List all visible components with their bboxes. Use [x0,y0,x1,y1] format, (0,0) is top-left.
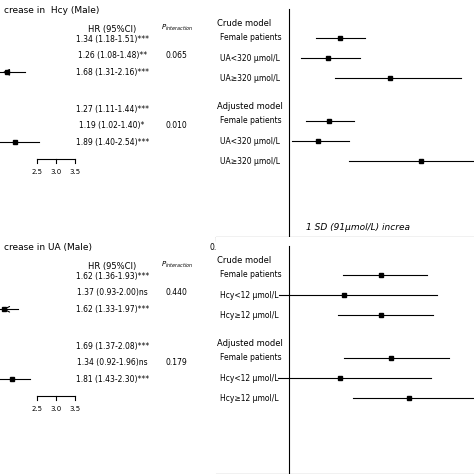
Text: Crude model: Crude model [217,256,272,265]
Text: 0.010: 0.010 [166,121,188,130]
Text: 2.5: 2.5 [32,407,43,412]
Text: 1.26 (1.08-1.48)**: 1.26 (1.08-1.48)** [78,51,147,60]
Text: 1.89 (1.40-2.54)***: 1.89 (1.40-2.54)*** [75,138,149,146]
Text: 1.62 (1.36-1.93)***: 1.62 (1.36-1.93)*** [75,272,149,281]
Text: 3.0: 3.0 [50,407,62,412]
Text: UA<320 μmol/L: UA<320 μmol/L [220,137,280,146]
Text: 1.27 (1.11-1.44)***: 1.27 (1.11-1.44)*** [76,105,149,113]
Text: 0.440: 0.440 [166,288,188,297]
Text: 1.62 (1.33-1.97)***: 1.62 (1.33-1.97)*** [75,305,149,314]
Text: UA≥320 μmol/L: UA≥320 μmol/L [220,157,280,165]
Text: UA<320 μmol/L: UA<320 μmol/L [220,54,280,63]
Text: HR (95%CI): HR (95%CI) [88,25,136,34]
Text: 1.69 (1.37-2.08)***: 1.69 (1.37-2.08)*** [75,342,149,350]
Text: 1.34 (0.92-1.96)ns: 1.34 (0.92-1.96)ns [77,358,147,367]
Text: Hcy≥12 μmol/L: Hcy≥12 μmol/L [220,311,279,319]
Text: Hcy<12 μmol/L: Hcy<12 μmol/L [220,291,279,300]
Text: 2.5: 2.5 [32,170,43,175]
Text: Female patients: Female patients [220,34,282,42]
Text: Hcy<12 μmol/L: Hcy<12 μmol/L [220,374,279,383]
Text: Female patients: Female patients [220,117,282,125]
Text: 3.5: 3.5 [69,407,80,412]
Text: 1.34 (1.18-1.51)***: 1.34 (1.18-1.51)*** [76,35,149,44]
Text: 3.5: 3.5 [69,170,80,175]
Text: Female patients: Female patients [220,271,282,279]
Text: 0.179: 0.179 [166,358,188,367]
Text: $P_{interaction}$: $P_{interaction}$ [161,260,193,270]
Text: HR (95%CI): HR (95%CI) [88,262,136,271]
Text: Adjusted model: Adjusted model [217,102,283,111]
Text: crease in UA (Male): crease in UA (Male) [4,243,92,252]
Text: crease in  Hcy (Male): crease in Hcy (Male) [4,6,100,15]
Text: 1 SD (91μmol/L) increa: 1 SD (91μmol/L) increa [306,223,410,232]
Text: 1.68 (1.31-2.16)***: 1.68 (1.31-2.16)*** [76,68,149,77]
Text: 3.0: 3.0 [50,170,62,175]
Text: 1.37 (0.93-2.00)ns: 1.37 (0.93-2.00)ns [77,288,147,297]
Text: Female patients: Female patients [220,354,282,362]
Text: UA≥320 μmol/L: UA≥320 μmol/L [220,74,280,82]
Text: 0.065: 0.065 [166,51,188,60]
Text: 1.81 (1.43-2.30)***: 1.81 (1.43-2.30)*** [75,375,149,383]
Text: 1.19 (1.02-1.40)*: 1.19 (1.02-1.40)* [80,121,145,130]
Text: Crude model: Crude model [217,19,272,28]
Text: Adjusted model: Adjusted model [217,339,283,348]
Text: Hcy≥12 μmol/L: Hcy≥12 μmol/L [220,394,279,402]
Text: $P_{interaction}$: $P_{interaction}$ [161,23,193,33]
